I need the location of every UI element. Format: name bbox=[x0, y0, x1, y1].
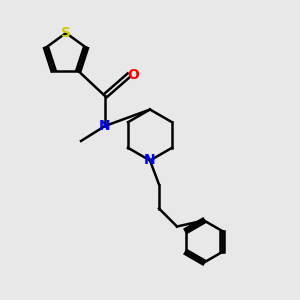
Text: O: O bbox=[128, 68, 140, 82]
Text: N: N bbox=[99, 119, 111, 133]
Text: S: S bbox=[61, 26, 71, 40]
Text: N: N bbox=[144, 154, 156, 167]
